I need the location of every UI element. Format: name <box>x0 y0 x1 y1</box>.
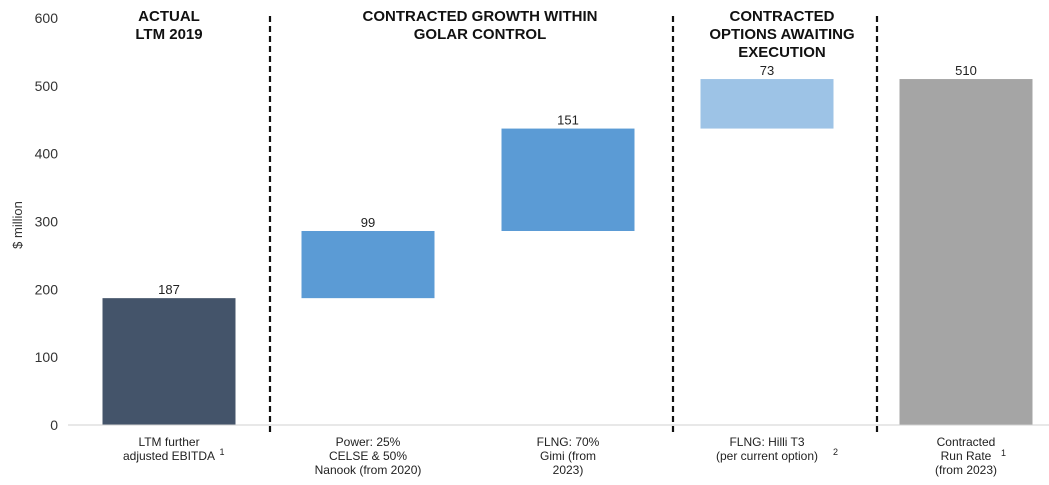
bar-value-label: 187 <box>158 282 180 297</box>
section-header-line: ACTUAL <box>138 8 200 25</box>
category-label-line: (per current option) <box>716 449 818 463</box>
y-tick-label: 100 <box>35 349 59 365</box>
bar-value-label: 73 <box>760 63 774 78</box>
section-header-line: CONTRACTED GROWTH WITHIN <box>363 8 598 25</box>
section-header-line: GOLAR CONTROL <box>414 26 547 43</box>
bar <box>899 79 1033 426</box>
category-label-line: adjusted EBITDA <box>123 449 215 463</box>
y-axis-label: $ million <box>10 201 25 249</box>
y-tick-label: 300 <box>35 214 59 230</box>
category-label-line: FLNG: 70% <box>537 435 600 449</box>
bar <box>700 79 834 129</box>
bar-value-label: 99 <box>361 215 375 230</box>
y-tick-label: 600 <box>35 10 59 26</box>
y-tick-label: 400 <box>35 146 59 162</box>
y-axis: 0 100 200 300 400 500 600 $ million <box>10 10 58 433</box>
bar <box>301 230 435 299</box>
footnote-marker: 1 <box>220 447 225 457</box>
category-label-line: Power: 25% <box>336 435 401 449</box>
section-header-line: LTM 2019 <box>135 26 202 43</box>
bars: 187 99 151 73 510 <box>102 63 1033 426</box>
footnote-marker: 1 <box>1001 448 1006 458</box>
section-header-line: EXECUTION <box>738 44 826 61</box>
bar-value-label: 510 <box>955 63 977 78</box>
category-label-line: CELSE & 50% <box>329 449 407 463</box>
category-label-line: FLNG: Hilli T3 <box>729 435 804 449</box>
category-label-line: LTM further <box>138 435 199 449</box>
category-label-line: Contracted <box>937 435 996 449</box>
category-label-line: 2023) <box>553 463 584 477</box>
category-label-line: Run Rate <box>941 449 992 463</box>
section-header-line: OPTIONS AWAITING <box>709 26 854 43</box>
y-tick-label: 200 <box>35 281 59 297</box>
footnote-marker: 2 <box>833 447 838 457</box>
bar <box>501 128 635 231</box>
bar <box>102 298 236 425</box>
bar-value-label: 151 <box>557 113 579 128</box>
section-header-line: CONTRACTED <box>730 8 835 25</box>
category-label-line: (from 2023) <box>935 463 997 477</box>
category-label-line: Nanook (from 2020) <box>315 463 422 477</box>
category-label-line: Gimi (from <box>540 449 596 463</box>
y-tick-label: 500 <box>35 78 59 94</box>
y-tick-label: 0 <box>50 417 58 433</box>
